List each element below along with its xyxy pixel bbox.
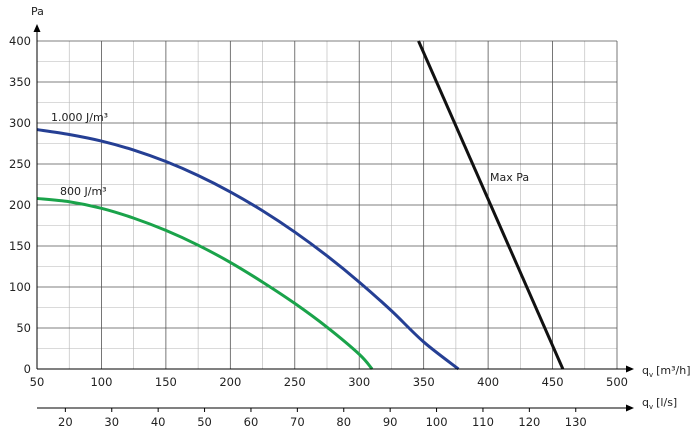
x2-axis-label-base: q <box>642 396 649 409</box>
x2-tick-label: 90 <box>383 415 398 429</box>
series-label-max-pa: Max Pa <box>490 171 529 184</box>
y-tick-label: 250 <box>9 157 31 171</box>
x-tick-label: 150 <box>155 375 177 389</box>
x-tick-label: 500 <box>606 375 628 389</box>
x-tick-label: 100 <box>90 375 112 389</box>
x-tick-label: 400 <box>477 375 499 389</box>
x-axis-label-base: q <box>642 364 649 377</box>
x-tick-label: 250 <box>284 375 306 389</box>
x2-tick-label: 40 <box>151 415 166 429</box>
x-axis-label-unit: [m³/h] <box>656 364 690 377</box>
x2-axis-arrow <box>626 404 634 412</box>
y-tick-label: 200 <box>9 198 31 212</box>
x2-tick-label: 70 <box>290 415 305 429</box>
series-line-800-j-m <box>36 196 374 370</box>
y-tick-labels: 0 50 100 150 200 250 300 350 400 <box>9 34 31 376</box>
series-line-1-000-j-m <box>36 128 460 371</box>
y-tick-label: 350 <box>9 75 31 89</box>
x2-tick-label: 30 <box>104 415 119 429</box>
x-tick-labels: 50 100 150 200 250 300 350 400 450 500 <box>30 375 628 389</box>
x2-axis-label: qv [l/s] <box>642 396 677 411</box>
x-axis-label: qv [m³/h] <box>642 364 691 379</box>
x2-tick-label: 100 <box>426 415 448 429</box>
x-axis-arrow <box>626 365 634 373</box>
series-line-max-pa <box>417 40 565 370</box>
x2-ticks: 20 30 40 50 60 70 80 90 100 110 120 130 <box>58 408 587 429</box>
x2-axis-label-unit: [l/s] <box>656 396 677 409</box>
y-tick-label: 300 <box>9 116 31 130</box>
series-labels: 1.000 J/m³ 800 J/m³ Max Pa <box>51 111 529 198</box>
series-layer <box>36 40 565 371</box>
x2-tick-label: 120 <box>518 415 540 429</box>
y-tick-label: 0 <box>24 362 31 376</box>
x-tick-label: 200 <box>219 375 241 389</box>
x2-tick-label: 110 <box>472 415 494 429</box>
x2-tick-label: 20 <box>58 415 73 429</box>
y-axis-arrow <box>33 24 41 32</box>
x2-tick-label: 50 <box>197 415 212 429</box>
y-tick-label: 400 <box>9 34 31 48</box>
y-tick-label: 50 <box>16 321 31 335</box>
x2-tick-label: 80 <box>336 415 351 429</box>
series-label-1-000-j-m: 1.000 J/m³ <box>51 111 108 124</box>
x2-tick-label: 130 <box>565 415 587 429</box>
x2-axis-label-sub: v <box>649 403 653 411</box>
x-tick-label: 50 <box>30 375 45 389</box>
x-tick-label: 300 <box>348 375 370 389</box>
y-tick-label: 150 <box>9 239 31 253</box>
series-label-800-j-m: 800 J/m³ <box>60 185 107 198</box>
x-axis-label-sub: v <box>649 371 653 379</box>
x-tick-label: 450 <box>542 375 564 389</box>
y-axis-label: Pa <box>31 5 44 18</box>
x2-tick-label: 60 <box>244 415 259 429</box>
y-tick-label: 100 <box>9 280 31 294</box>
x-tick-label: 350 <box>413 375 435 389</box>
